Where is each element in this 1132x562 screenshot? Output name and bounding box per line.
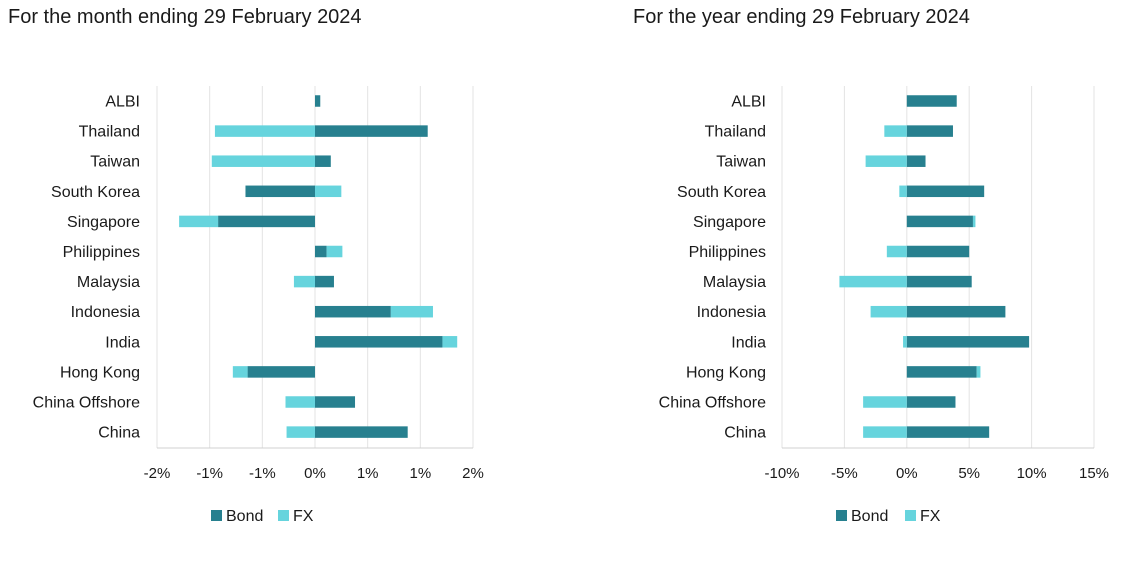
- month-bar-taiwan-bond: [315, 155, 331, 167]
- month-tick-label: 0%: [304, 465, 326, 482]
- year-legend-bond-label: Bond: [851, 508, 888, 525]
- chart-title-month: For the month ending 29 February 2024: [8, 6, 362, 28]
- year-bar-philippines-fx: [886, 245, 907, 258]
- year-bar-indonesia-fx: [870, 305, 907, 318]
- month-bar-singapore-fx: [179, 215, 219, 228]
- month-tick-label: 1%: [409, 465, 431, 482]
- year-category-label: Indonesia: [697, 304, 766, 321]
- year-bar-china-bond: [906, 426, 990, 438]
- year-bar-south-korea-bond: [906, 185, 985, 198]
- year-bar-taiwan-bond: [906, 155, 926, 167]
- month-bar-singapore-bond: [218, 215, 315, 228]
- year-category-label: ALBI: [731, 94, 766, 111]
- year-bar-hong-kong-fx: [976, 366, 981, 378]
- year-category-label: China: [724, 425, 766, 442]
- month-category-label: Indonesia: [71, 304, 140, 321]
- month-tick-label: -1%: [196, 465, 223, 482]
- year-bar-albi-bond: [906, 95, 957, 107]
- month-bar-thailand-bond: [315, 125, 428, 137]
- month-bar-hong-kong-fx: [232, 366, 248, 378]
- year-bar-taiwan-fx: [865, 155, 907, 167]
- year-tick-label: 15%: [1079, 465, 1109, 482]
- month-bar-malaysia-bond: [315, 275, 334, 288]
- month-bar-hong-kong-bond: [247, 366, 315, 378]
- month-tick-label: 1%: [357, 465, 379, 482]
- month-category-label: South Korea: [51, 184, 140, 201]
- year-category-label: South Korea: [677, 184, 766, 201]
- month-legend-fx-label: FX: [293, 508, 314, 525]
- year-bar-india-bond: [906, 336, 1030, 348]
- month-category-label: India: [105, 334, 140, 351]
- month-bar-taiwan-fx: [211, 155, 315, 167]
- year-bar-china-offshore-fx: [863, 396, 907, 408]
- month-category-label: Philippines: [63, 244, 140, 261]
- month-bar-indonesia-fx: [390, 305, 433, 318]
- month-bar-albi-bond: [315, 95, 321, 107]
- year-category-label: Taiwan: [716, 154, 766, 171]
- month-category-label: Taiwan: [90, 154, 140, 171]
- year-bar-india-fx: [903, 336, 907, 348]
- month-bar-south-korea-fx: [315, 185, 342, 198]
- month-bar-china-offshore-fx: [285, 396, 315, 408]
- year-bar-south-korea-fx: [899, 185, 907, 198]
- year-category-label: Malaysia: [703, 274, 766, 291]
- month-bar-thailand-fx: [214, 125, 315, 137]
- chart-title-year: For the year ending 29 February 2024: [633, 6, 970, 28]
- month-bar-india-bond: [315, 336, 443, 348]
- month-category-label: Malaysia: [77, 274, 140, 291]
- year-bar-hong-kong-bond: [906, 366, 977, 378]
- year-legend-fx-label: FX: [920, 508, 941, 525]
- year-tick-label: 10%: [1017, 465, 1047, 482]
- year-bar-china-fx: [863, 426, 907, 438]
- month-category-label: Singapore: [67, 214, 140, 231]
- year-tick-label: 5%: [958, 465, 980, 482]
- month-bar-philippines-bond: [315, 245, 327, 258]
- year-bar-thailand-bond: [906, 125, 953, 137]
- month-category-label: ALBI: [105, 94, 140, 111]
- month-bar-indonesia-bond: [315, 305, 391, 318]
- year-bar-thailand-fx: [884, 125, 907, 137]
- year-bar-indonesia-bond: [906, 305, 1006, 318]
- year-category-label: Thailand: [705, 124, 766, 141]
- month-bar-philippines-fx: [326, 245, 343, 258]
- year-bar-malaysia-fx: [839, 275, 907, 288]
- month-legend-fx-swatch: [278, 510, 289, 521]
- year-category-label: China Offshore: [659, 395, 766, 412]
- year-category-label: Hong Kong: [686, 364, 766, 381]
- month-tick-label: -1%: [249, 465, 276, 482]
- year-bar-singapore-fx: [972, 215, 976, 228]
- month-bar-china-bond: [315, 426, 408, 438]
- year-bar-malaysia-bond: [906, 275, 972, 288]
- year-category-label: India: [731, 334, 766, 351]
- month-legend-bond-swatch: [211, 510, 222, 521]
- month-category-label: China: [98, 425, 140, 442]
- month-bar-malaysia-fx: [293, 275, 315, 288]
- year-tick-label: -5%: [831, 465, 858, 482]
- month-category-label: China Offshore: [33, 395, 140, 412]
- year-legend-fx-swatch: [905, 510, 916, 521]
- year-legend-bond-swatch: [836, 510, 847, 521]
- month-bar-china-offshore-bond: [315, 396, 356, 408]
- month-bar-china-fx: [286, 426, 315, 438]
- month-category-label: Thailand: [79, 124, 140, 141]
- year-tick-label: -10%: [764, 465, 799, 482]
- year-bar-china-offshore-bond: [906, 396, 956, 408]
- month-tick-label: -2%: [144, 465, 171, 482]
- year-category-label: Singapore: [693, 214, 766, 231]
- month-category-label: Hong Kong: [60, 364, 140, 381]
- month-tick-label: 2%: [462, 465, 484, 482]
- year-bar-singapore-bond: [906, 215, 973, 228]
- year-tick-label: 0%: [896, 465, 918, 482]
- month-legend-bond-label: Bond: [226, 508, 263, 525]
- year-category-label: Philippines: [689, 244, 766, 261]
- year-bar-philippines-bond: [906, 245, 970, 258]
- month-bar-india-fx: [442, 336, 458, 348]
- month-bar-south-korea-bond: [245, 185, 315, 198]
